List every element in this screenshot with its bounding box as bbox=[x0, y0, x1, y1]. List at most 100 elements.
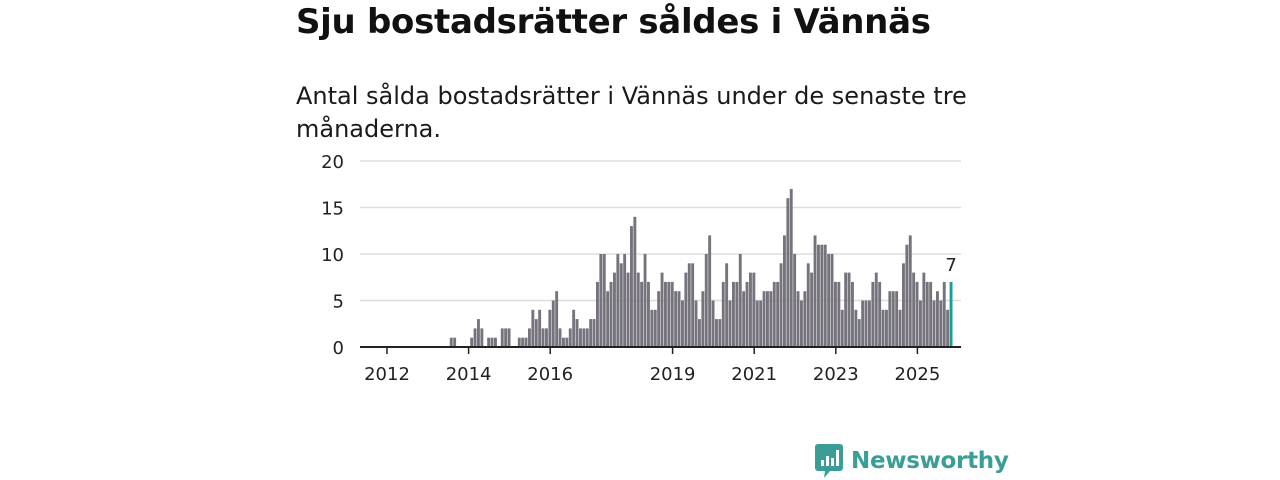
bar bbox=[657, 291, 661, 347]
bar bbox=[667, 281, 671, 347]
bar bbox=[919, 300, 922, 347]
bar bbox=[623, 254, 627, 347]
bar bbox=[861, 300, 865, 347]
bar bbox=[558, 328, 562, 347]
bar bbox=[538, 309, 542, 347]
bar bbox=[803, 291, 807, 347]
newsworthy-logo-icon bbox=[815, 444, 843, 478]
bar bbox=[776, 281, 780, 347]
bar bbox=[480, 328, 484, 347]
bar bbox=[653, 309, 657, 347]
x-tick-label: 2016 bbox=[527, 364, 573, 385]
bar bbox=[871, 281, 875, 347]
bar bbox=[908, 235, 912, 347]
bar bbox=[946, 309, 950, 347]
bar bbox=[575, 319, 579, 347]
bar bbox=[837, 281, 841, 347]
bar bbox=[844, 272, 848, 347]
bar bbox=[494, 337, 497, 347]
bar bbox=[830, 254, 834, 347]
bar bbox=[905, 244, 909, 347]
bar bbox=[541, 328, 545, 347]
bar bbox=[592, 319, 596, 347]
bar bbox=[749, 272, 752, 347]
bar bbox=[585, 328, 589, 347]
bar bbox=[840, 309, 844, 347]
bar bbox=[786, 198, 790, 347]
bar bbox=[650, 309, 654, 347]
bar bbox=[823, 244, 827, 347]
bar bbox=[932, 300, 936, 347]
chart-title: Sju bostadsrätter såldes i Vännäs bbox=[296, 2, 931, 42]
bar bbox=[735, 281, 739, 347]
bar bbox=[888, 291, 892, 347]
bar bbox=[534, 319, 538, 347]
bar bbox=[708, 235, 712, 347]
bar bbox=[548, 309, 552, 347]
bar bbox=[793, 254, 797, 347]
x-tick-label: 2014 bbox=[446, 364, 492, 385]
bar bbox=[606, 291, 610, 347]
bar bbox=[742, 291, 746, 347]
bar bbox=[490, 337, 494, 347]
bar bbox=[766, 291, 769, 347]
bar bbox=[633, 216, 637, 347]
bar bbox=[453, 337, 457, 347]
bar bbox=[929, 281, 933, 347]
bar bbox=[681, 300, 684, 347]
bar bbox=[854, 309, 858, 347]
bar bbox=[715, 319, 718, 347]
bar bbox=[507, 328, 511, 347]
bar bbox=[670, 281, 674, 347]
bar bbox=[806, 263, 810, 347]
bar bbox=[568, 328, 572, 347]
bar bbox=[579, 328, 582, 347]
bar bbox=[738, 254, 742, 347]
bar bbox=[531, 309, 535, 347]
bar-latest bbox=[949, 281, 953, 347]
newsworthy-logo[interactable]: Newsworthy bbox=[815, 444, 1009, 478]
bar bbox=[902, 263, 905, 347]
chart-subtitle: Antal sålda bostadsrätter i Vännäs under… bbox=[296, 82, 967, 143]
bar bbox=[847, 272, 851, 347]
bar bbox=[599, 254, 603, 347]
bar bbox=[752, 272, 756, 347]
bar bbox=[878, 281, 882, 347]
bar bbox=[626, 272, 630, 347]
bar bbox=[851, 281, 854, 347]
y-tick-label: 0 bbox=[333, 338, 344, 359]
bar bbox=[691, 263, 695, 347]
bar bbox=[779, 263, 783, 347]
bar bbox=[521, 337, 525, 347]
bar bbox=[800, 300, 803, 347]
bar bbox=[524, 337, 528, 347]
bar bbox=[810, 272, 814, 347]
bar bbox=[745, 281, 749, 347]
x-tick-label: 2021 bbox=[731, 364, 777, 385]
y-tick-label: 15 bbox=[321, 199, 344, 220]
x-tick-label: 2012 bbox=[364, 364, 410, 385]
bar bbox=[609, 281, 613, 347]
bar bbox=[664, 281, 667, 347]
bar bbox=[517, 337, 521, 347]
bar bbox=[769, 291, 773, 347]
bar bbox=[759, 300, 763, 347]
bar bbox=[813, 235, 817, 347]
bar bbox=[640, 281, 644, 347]
bar bbox=[912, 272, 916, 347]
bar bbox=[477, 319, 480, 347]
bar bbox=[755, 300, 759, 347]
bar bbox=[660, 272, 664, 347]
bar bbox=[572, 309, 576, 347]
bar bbox=[565, 337, 569, 347]
bar bbox=[701, 291, 705, 347]
bar bbox=[647, 281, 650, 347]
bar bbox=[470, 337, 474, 347]
newsworthy-brand-name: Newsworthy bbox=[851, 448, 1009, 474]
bar bbox=[528, 328, 531, 347]
y-tick-label: 10 bbox=[321, 245, 344, 266]
bar bbox=[725, 263, 729, 347]
bar bbox=[711, 300, 715, 347]
bar bbox=[704, 254, 708, 347]
